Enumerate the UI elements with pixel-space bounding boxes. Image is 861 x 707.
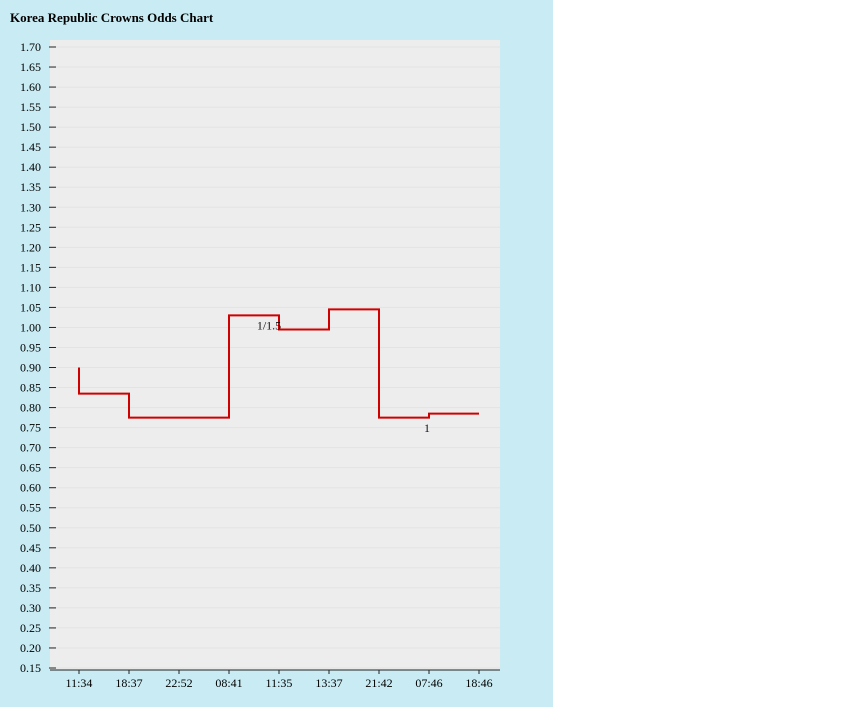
svg-text:0.65: 0.65 [20,461,41,475]
chart-title: Korea Republic Crowns Odds Chart [10,10,214,25]
svg-text:0.60: 0.60 [20,481,41,495]
svg-text:18:46: 18:46 [465,676,492,690]
svg-text:0.85: 0.85 [20,381,41,395]
svg-text:21:42: 21:42 [365,676,392,690]
svg-text:0.20: 0.20 [20,641,41,655]
svg-text:0.95: 0.95 [20,340,41,354]
svg-text:18:37: 18:37 [115,676,142,690]
svg-text:1.05: 1.05 [20,300,41,314]
svg-text:1.20: 1.20 [20,240,41,254]
svg-text:1.55: 1.55 [20,100,41,114]
chart-panel: Korea Republic Crowns Odds Chart 1.70 1.6… [0,0,553,707]
svg-text:1.30: 1.30 [20,200,41,214]
svg-text:0.25: 0.25 [20,621,41,635]
svg-text:1.50: 1.50 [20,120,41,134]
svg-text:1.15: 1.15 [20,260,41,274]
svg-text:0.30: 0.30 [20,601,41,615]
svg-text:1.25: 1.25 [20,220,41,234]
svg-text:07:46: 07:46 [415,676,442,690]
svg-text:0.35: 0.35 [20,581,41,595]
svg-text:0.40: 0.40 [20,561,41,575]
svg-text:08:41: 08:41 [215,676,242,690]
svg-text:0.15: 0.15 [20,661,41,675]
svg-text:0.45: 0.45 [20,541,41,555]
svg-text:1.35: 1.35 [20,180,41,194]
svg-text:0.80: 0.80 [20,401,41,415]
svg-text:22:52: 22:52 [165,676,192,690]
svg-text:0.50: 0.50 [20,521,41,535]
svg-text:1.60: 1.60 [20,80,41,94]
svg-text:13:37: 13:37 [315,676,342,690]
svg-text:1.10: 1.10 [20,280,41,294]
odds-chart-svg: 1.70 1.65 1.60 1.55 1.50 1.45 1.40 1.35 1.30 1.25… [20,40,500,690]
svg-text:1/1.5: 1/1.5 [257,318,281,332]
svg-text:0.55: 0.55 [20,501,41,515]
svg-text:11:34: 11:34 [66,676,93,690]
svg-text:0.90: 0.90 [20,361,41,375]
svg-text:0.70: 0.70 [20,441,41,455]
svg-text:1.45: 1.45 [20,140,41,154]
svg-text:1.70: 1.70 [20,40,41,54]
svg-text:1.40: 1.40 [20,160,41,174]
svg-text:0.75: 0.75 [20,421,41,435]
svg-text:1.65: 1.65 [20,60,41,74]
svg-text:1.00: 1.00 [20,320,41,334]
svg-text:11:35: 11:35 [266,676,293,690]
svg-text:1: 1 [424,421,430,435]
